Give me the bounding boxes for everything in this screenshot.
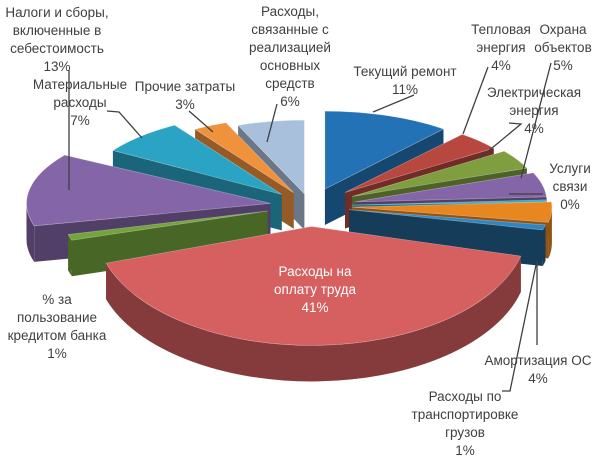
slice-rim	[68, 234, 72, 277]
slice-label-percent: 1%	[47, 346, 67, 361]
slice-side-wall	[68, 211, 268, 271]
slice-label-percent: 7%	[70, 113, 90, 128]
slice-label-9: Налоги и сборы, включенные в себестоимос…	[0, 4, 117, 76]
slice-rim	[26, 203, 35, 262]
slice-top-face	[351, 199, 547, 206]
slice-label-name: Расходы по транспортировке грузов	[411, 389, 519, 440]
slice-label-name: Прочие затраты	[134, 79, 236, 94]
leader-line-3	[520, 62, 552, 179]
slice-label-name: % за пользование кредитом банка	[7, 292, 107, 343]
slice-top-face	[348, 209, 547, 231]
slice-label-percent: 0%	[560, 197, 580, 212]
slice-label-percent: 11%	[391, 82, 419, 97]
pie-slice-7	[105, 226, 522, 382]
slice-label-name: Охрана объектов	[534, 22, 592, 55]
slice-label-7: Расходы на оплату труда 41%	[260, 263, 370, 317]
slice-label-6: Расходы по транспортировке грузов 1%	[404, 388, 526, 460]
slice-rim	[106, 256, 521, 382]
slice-top-face	[194, 122, 294, 194]
slice-label-percent: 41%	[301, 300, 329, 315]
slice-label-name: Расходы на оплату труда	[274, 264, 356, 297]
slice-label-1: Тепловая энергия 4%	[455, 21, 547, 75]
slice-top-face	[351, 201, 553, 223]
slice-label-11: Прочие затраты 3%	[118, 78, 253, 114]
slice-label-percent: 5%	[553, 58, 573, 73]
slice-rim	[542, 224, 546, 266]
leader-line-0	[372, 94, 415, 113]
slice-top-face	[352, 150, 528, 197]
slice-label-4: Услуги связи 0%	[540, 160, 600, 214]
leader-line-1	[462, 66, 489, 135]
slice-label-8: % за пользование кредитом банка 1%	[4, 291, 110, 363]
leader-line-6	[502, 264, 537, 392]
slice-label-percent: 6%	[280, 94, 300, 109]
slice-rim	[548, 207, 552, 259]
slice-label-name: Налоги и сборы, включенные в себестоимос…	[5, 5, 109, 56]
leader-line-10	[106, 110, 143, 139]
slice-top-face	[105, 226, 522, 346]
slice-label-percent: 4%	[528, 371, 548, 386]
slice-label-name: Услуги связи	[549, 161, 591, 194]
slice-label-name: Расходы, связанные с реализацией основны…	[249, 4, 331, 91]
slice-top-face	[344, 134, 495, 193]
slice-side-wall	[349, 209, 543, 266]
slice-label-5: Амортизация ОС 4%	[479, 352, 597, 388]
slice-label-0: Текущий ремонт 11%	[330, 63, 480, 99]
leader-line-12	[266, 103, 278, 143]
slice-top-face	[237, 119, 305, 195]
slice-label-percent: 4%	[491, 58, 511, 73]
slice-top-face	[67, 210, 268, 241]
pie-slice-8	[67, 210, 268, 277]
slice-top-face	[26, 154, 271, 227]
slice-label-percent: 3%	[175, 97, 195, 112]
slice-label-percent: 13%	[43, 59, 71, 74]
slice-label-name: Материальные расходы	[32, 77, 128, 110]
slice-label-10: Материальные расходы 7%	[20, 76, 140, 130]
slice-label-name: Электрическая энергия	[486, 85, 582, 118]
slice-label-name: Амортизация ОС	[484, 353, 592, 368]
slice-top-face	[354, 172, 547, 203]
leader-line-2	[479, 122, 523, 159]
slice-label-name: Текущий ремонт	[353, 64, 457, 79]
slice-label-3: Охрана объектов 5%	[526, 21, 600, 75]
slice-top-face	[324, 110, 445, 190]
leader-line-11	[188, 110, 214, 133]
slice-label-percent: 1%	[455, 443, 475, 458]
slice-label-name: Тепловая энергия	[471, 22, 531, 55]
slice-label-12: Расходы, связанные с реализацией основны…	[240, 3, 340, 111]
slice-label-2: Электрическая энергия 4%	[469, 84, 599, 138]
slice-label-percent: 4%	[524, 121, 544, 136]
